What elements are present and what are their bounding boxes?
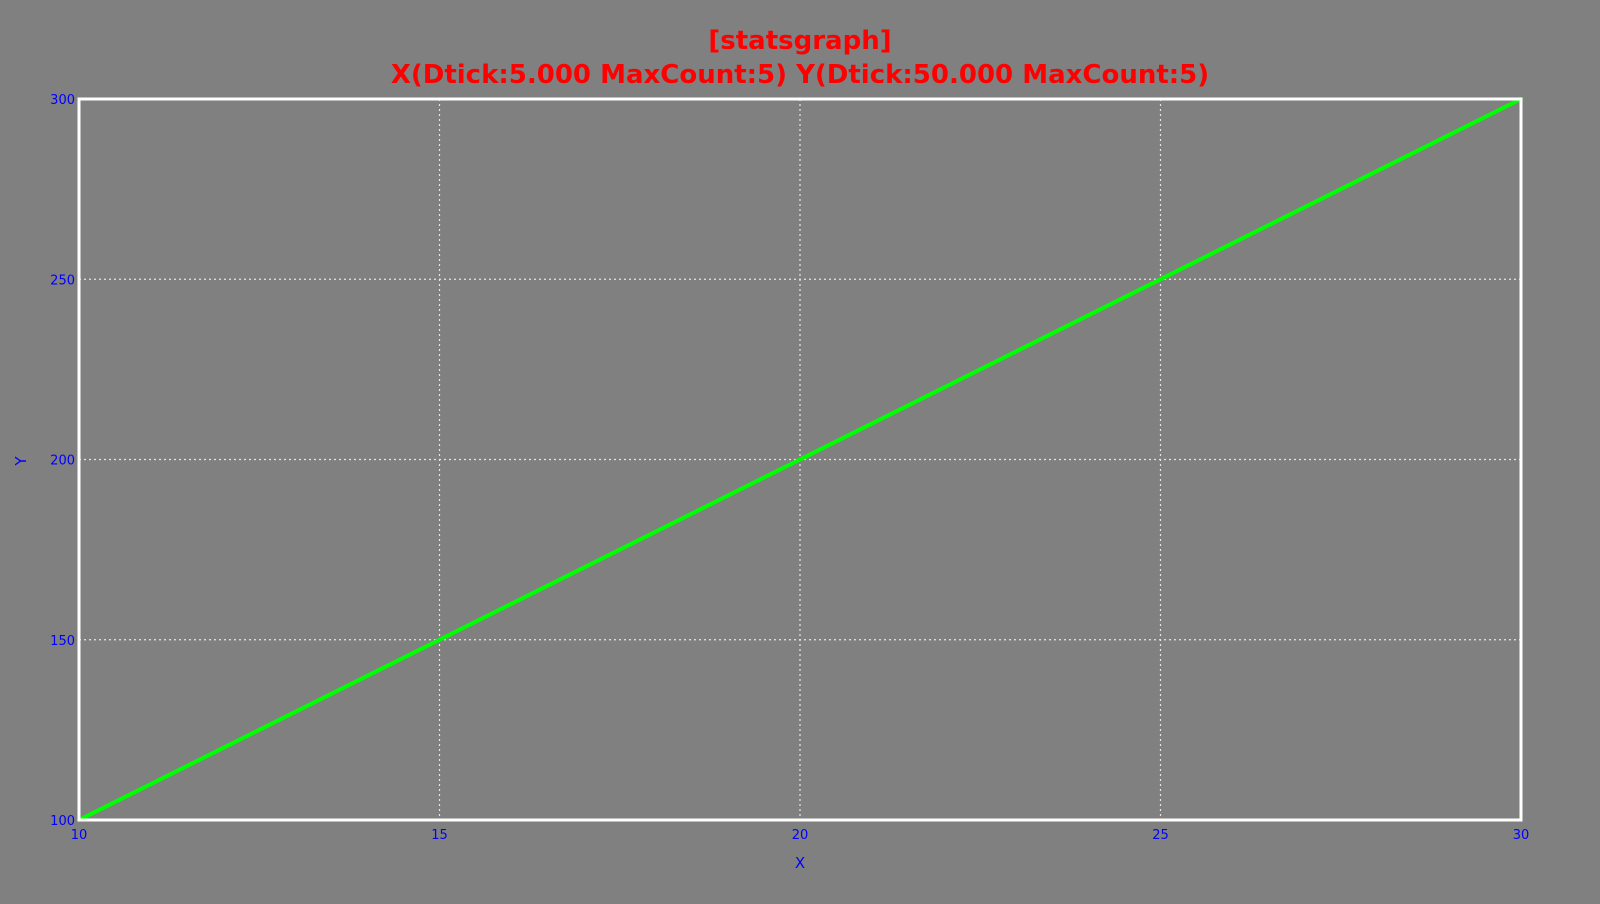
chart-subtitle: X(Dtick:5.000 MaxCount:5) Y(Dtick:50.000… <box>391 60 1209 90</box>
y-tick-label: 100 <box>50 814 75 829</box>
x-tick-label: 30 <box>1513 828 1530 843</box>
y-tick-label: 250 <box>50 273 75 288</box>
y-tick-labels: 100 150 200 250 300 <box>50 93 75 829</box>
series-layer <box>77 97 1523 822</box>
y-tick-label: 200 <box>50 454 75 469</box>
x-axis-title: X <box>795 854 805 872</box>
y-tick-label: 300 <box>50 93 75 108</box>
x-tick-label: 25 <box>1152 828 1169 843</box>
plot-frame <box>77 97 1523 822</box>
y-axis-title: Y <box>12 456 30 467</box>
chart-title: [statsgraph] <box>708 26 891 56</box>
y-tick-label: 150 <box>50 634 75 649</box>
x-tick-label: 20 <box>792 828 809 843</box>
x-tick-labels: 10 15 20 25 30 <box>71 828 1530 843</box>
x-tick-label: 10 <box>71 828 88 843</box>
series-line <box>77 97 1523 822</box>
x-tick-label: 15 <box>431 828 448 843</box>
